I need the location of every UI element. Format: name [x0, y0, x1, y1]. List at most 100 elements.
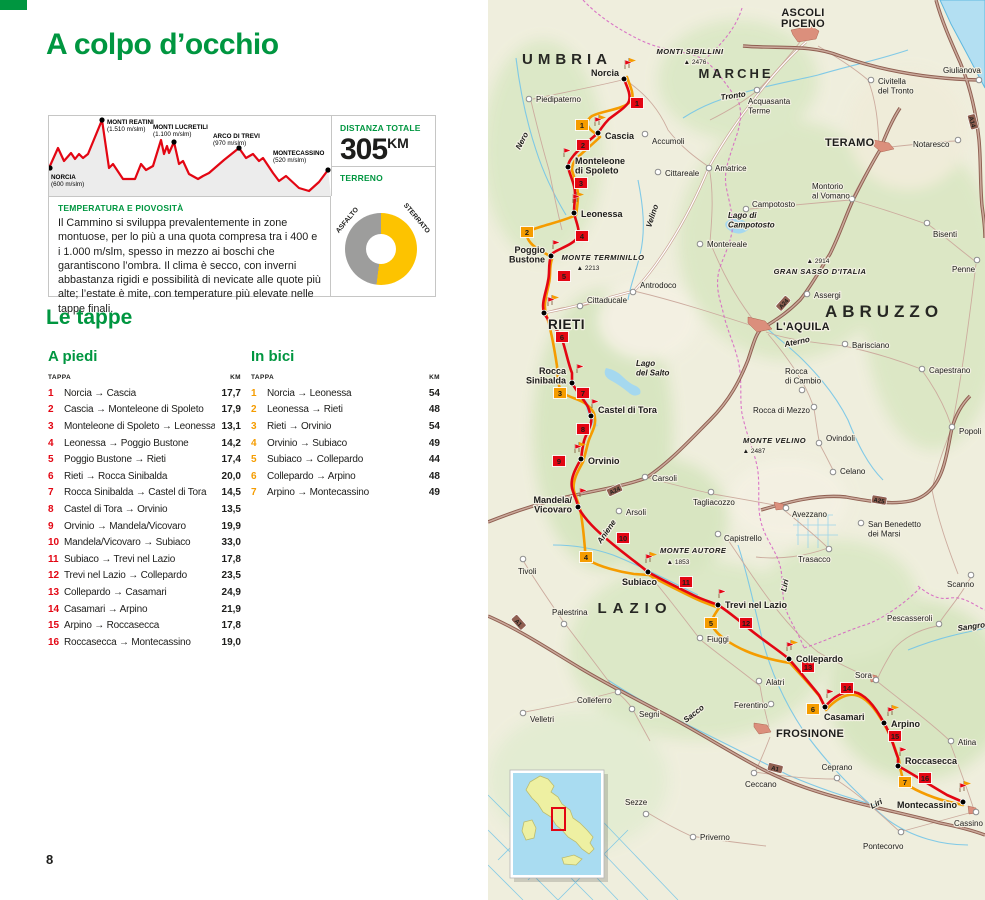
- town: Acquasanta Terme: [747, 86, 792, 117]
- stage-km: 24,9: [221, 586, 241, 598]
- stage-route: Orvinio → Subiaco: [267, 437, 347, 449]
- bike-rows: 1 Norcia → Leonessa 54 2 Leonessa → Rieti 48 3…: [251, 385, 440, 501]
- stage-route: Trevi nel Lazio → Collepardo: [64, 570, 187, 582]
- peak-label: ARCO DI TREVI: [213, 133, 260, 140]
- stage-marker-bike: 5: [704, 617, 718, 629]
- stage-number: 1: [251, 387, 257, 399]
- town-text: Sezze: [625, 798, 648, 807]
- bike-table-header: TAPPA KM: [251, 374, 440, 381]
- town-dot: [841, 340, 849, 348]
- svg-text:9: 9: [557, 457, 561, 466]
- stage-number: 5: [251, 454, 257, 466]
- town-dot: [560, 620, 568, 628]
- stage-route: Leonessa → Poggio Bustone: [64, 437, 189, 449]
- town-dot: [750, 769, 758, 777]
- route-town: Roccasecca: [894, 755, 959, 770]
- distance-value: 305KM: [340, 133, 409, 166]
- svg-text:6: 6: [811, 705, 815, 714]
- town-dot: [897, 828, 905, 836]
- big-city-label: FROSINONE: [775, 727, 845, 741]
- stage-number: 5: [48, 454, 54, 466]
- peak-elevation: (1.510 m/slm): [107, 126, 146, 133]
- walk-table-header: TAPPA KM: [48, 374, 241, 381]
- route-town-text: Subiaco: [622, 577, 658, 587]
- route-town: Arpino: [880, 718, 922, 730]
- stage-km: 13,5: [221, 503, 241, 515]
- stage-number: 13: [48, 586, 60, 598]
- town-dot: [641, 130, 649, 138]
- town-dot: [867, 76, 875, 84]
- route-town: Cascia: [594, 129, 636, 142]
- route-town: Orvinio: [577, 455, 621, 467]
- stage-marker-bike: 6: [806, 703, 820, 715]
- town-dot: [947, 737, 955, 745]
- town-dot: [615, 507, 623, 515]
- route-town-text: Mandela/Vicovaro: [533, 495, 572, 515]
- walk-stage-table: A piedi TAPPA KM 1 Norcia → Cascia 17,7 2 Ca…: [48, 348, 241, 651]
- stage-row: 9 Orvinio → Mandela/Vicovaro 19,9: [48, 518, 241, 535]
- route-town-dot: [959, 798, 967, 806]
- town: Assergi: [803, 290, 842, 301]
- town-dot: [848, 195, 856, 203]
- route-town-text: Poggio Bustone: [509, 245, 545, 265]
- town-text: Montereale: [707, 240, 748, 249]
- town-dot: [696, 634, 704, 642]
- town: Capistrello: [714, 530, 764, 544]
- stage-row: 4 Orvinio → Subiaco 49: [251, 435, 440, 452]
- town: Ceprano: [820, 762, 854, 782]
- town-text: Scanno: [947, 580, 975, 589]
- stage-number: 6: [251, 470, 257, 482]
- town-text: Cittaducale: [587, 296, 628, 305]
- flag-icon: [576, 363, 585, 373]
- route-town: Leonessa: [570, 208, 625, 220]
- town: Pontecorvo: [862, 828, 905, 852]
- town-text: Assergi: [814, 291, 841, 300]
- stage-row: 3 Monteleone di Spoleto → Leonessa 13,1: [48, 418, 241, 435]
- sardinia: [521, 819, 537, 841]
- stage-km: 17,4: [221, 454, 241, 466]
- town-dot: [935, 620, 943, 628]
- town-dot: [798, 386, 806, 394]
- stage-number: 3: [48, 420, 54, 432]
- town-text: Celano: [840, 467, 866, 476]
- stage-route: Rieti → Orvinio: [267, 420, 332, 432]
- climate-text: Il Cammino si sviluppa prevalentemente i…: [58, 217, 321, 315]
- peak-elevation: (970 m/slm): [213, 140, 246, 147]
- town-dot: [967, 571, 975, 579]
- peak-label: NORCIA: [51, 174, 76, 181]
- italy-silhouette: [525, 775, 595, 855]
- stage-marker-bike: 1: [575, 119, 589, 131]
- stages-heading: Le tappe: [46, 306, 133, 329]
- stage-km: 17,8: [221, 553, 241, 565]
- route-town-dot: [540, 309, 548, 317]
- terrain-donut-chart: ASFALTO STERRATO: [331, 183, 435, 295]
- col-tappa: TAPPA: [251, 374, 275, 381]
- town: Popoli: [948, 423, 983, 437]
- town-dot: [742, 205, 750, 213]
- town-dot: [642, 810, 650, 818]
- route-town: Mandela/Vicovaro: [532, 494, 582, 516]
- route-town: Castel di Tora: [587, 404, 659, 420]
- svg-text:A25: A25: [873, 498, 886, 506]
- flag-icon: [563, 147, 572, 157]
- svg-text:6: 6: [560, 333, 564, 342]
- region-label-text: MARCHE: [698, 66, 773, 81]
- elevation-text: ▲ 2476: [684, 59, 707, 66]
- town-text: Atina: [958, 738, 977, 747]
- town-text: Acquasanta Terme: [748, 97, 791, 116]
- town-text: Alatri: [766, 678, 784, 687]
- route-town-text: Arpino: [891, 719, 920, 729]
- inset-map: [509, 769, 608, 882]
- stage-row: 1 Norcia → Cascia 17,7: [48, 385, 241, 402]
- town: Priverno: [689, 832, 732, 843]
- town: Campotosto: [742, 199, 797, 213]
- stage-row: 6 Rieti → Rocca Sinibalda 20,0: [48, 468, 241, 485]
- town: Trasacco: [797, 545, 832, 565]
- town-text: Priverno: [700, 833, 730, 842]
- stage-number: 11: [48, 553, 59, 565]
- big-city-label-text: ASCOLI PICENO: [781, 7, 825, 30]
- region-label-text: LAZIO: [598, 600, 673, 617]
- stage-route: Rieti → Rocca Sinibalda: [64, 470, 168, 482]
- stage-row: 8 Castel di Tora → Orvinio 13,5: [48, 501, 241, 518]
- terrain-label: TERRENO: [340, 173, 383, 183]
